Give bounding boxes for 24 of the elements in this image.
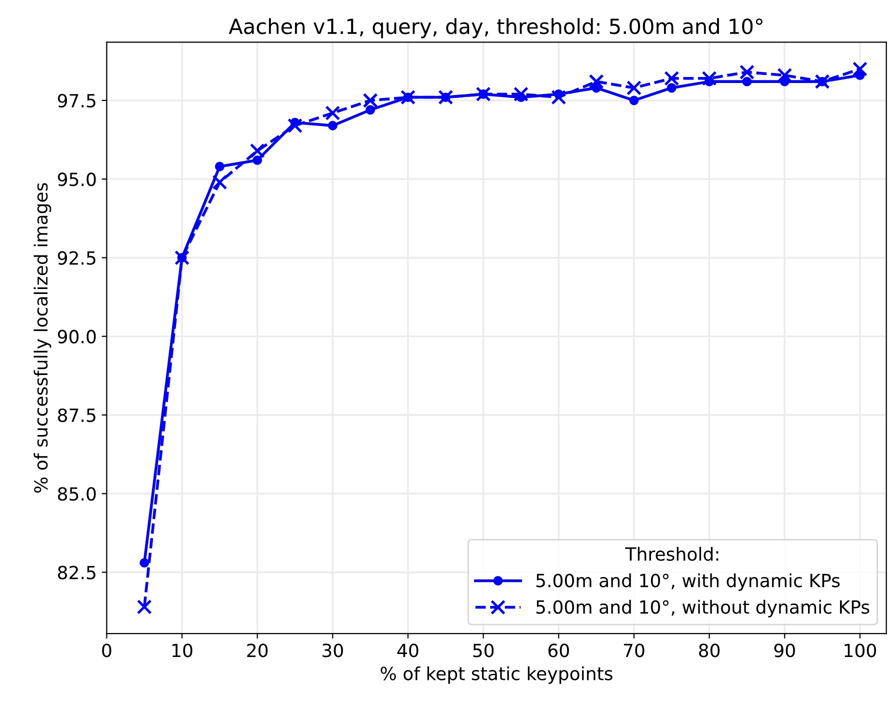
- x-tick-label: 0: [102, 644, 112, 658]
- legend-label: 5.00m and 10°, with dynamic KPs: [536, 573, 840, 591]
- y-tick-label: 92.5: [58, 251, 96, 265]
- x-tick-label: 90: [774, 644, 795, 658]
- y-tick-label: 85.0: [58, 487, 96, 501]
- x-tick-label: 60: [548, 644, 569, 658]
- y-tick-label: 95.0: [58, 172, 96, 186]
- x-tick-label: 20: [247, 644, 268, 658]
- y-tick-label: 97.5: [58, 94, 96, 108]
- x-tick-label: 30: [322, 644, 343, 658]
- x-tick-label: 70: [624, 644, 644, 658]
- legend-label: 5.00m and 10°, without dynamic KPs: [536, 600, 870, 618]
- x-tick-label: 50: [473, 644, 494, 658]
- x-tick-label: 10: [172, 644, 192, 658]
- y-tick-label: 90.0: [58, 330, 96, 344]
- legend-title: Threshold:: [625, 546, 718, 561]
- x-tick-label: 80: [699, 644, 720, 658]
- x-tick-label: 100: [844, 644, 876, 658]
- chart-title: Aachen v1.1, query, day, threshold: 5.00m and 10°: [228, 18, 762, 38]
- x-axis-title: % of kept static keypoints: [380, 666, 612, 684]
- x-tick-label: 40: [397, 644, 418, 658]
- y-tick-label: 87.5: [58, 408, 96, 422]
- y-axis-title: % of successfully localized images: [34, 183, 52, 493]
- y-tick-label: 82.5: [58, 566, 96, 580]
